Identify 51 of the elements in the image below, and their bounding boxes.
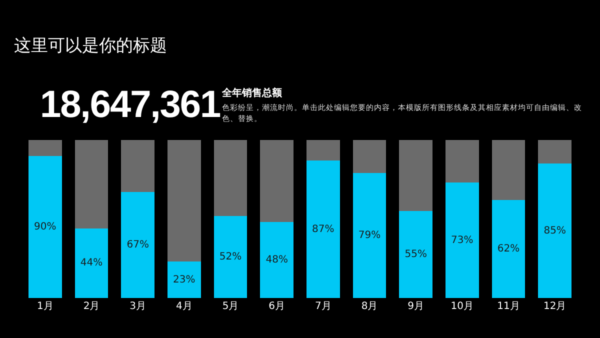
data-label: 67% — [126, 240, 149, 251]
bar — [399, 140, 433, 212]
bar — [538, 140, 572, 164]
bar — [74, 140, 108, 228]
bar — [492, 200, 526, 298]
data-label: 23% — [173, 274, 196, 286]
bar — [214, 140, 248, 216]
bar — [399, 211, 433, 298]
bar — [306, 160, 340, 298]
data-label: 90% — [34, 221, 56, 232]
bar — [28, 156, 62, 298]
data-label: 87% — [312, 224, 334, 235]
bar — [260, 222, 294, 298]
bar — [445, 182, 479, 298]
x-tick-label: 12月 — [543, 301, 566, 312]
data-label: 55% — [404, 249, 427, 260]
bar — [260, 140, 294, 222]
text: 全年销售总额 — [222, 86, 282, 100]
bar — [538, 164, 572, 298]
x-tick-label: 1月 — [36, 301, 54, 312]
x-tick-label: 5月 — [222, 301, 239, 312]
bar — [352, 140, 386, 174]
data-label: 73% — [451, 234, 474, 246]
x-tick-label: 3月 — [130, 301, 146, 312]
bar — [306, 140, 340, 161]
bar — [121, 140, 155, 192]
x-tick-label: 7月 — [314, 301, 332, 312]
bar — [121, 192, 155, 298]
data-label: 85% — [544, 225, 566, 236]
chart-title: 这里可以是你的标题 — [14, 35, 167, 57]
data-label: 79% — [358, 230, 381, 242]
x-tick-label: 10月 — [450, 301, 474, 312]
x-tick-label: 6月 — [268, 301, 286, 312]
bar — [352, 173, 386, 298]
bar — [167, 140, 201, 262]
text: 18,647,361 — [40, 84, 220, 127]
bar — [28, 140, 62, 156]
x-tick-label: 8月 — [361, 301, 378, 312]
data-label: 52% — [219, 251, 242, 262]
bar — [167, 262, 201, 298]
x-tick-label: 4月 — [176, 301, 192, 312]
x-tick-label: 11月 — [497, 301, 520, 312]
bar — [74, 228, 108, 298]
bar — [445, 140, 479, 183]
data-label: 48% — [266, 254, 288, 266]
x-tick-label: 2月 — [83, 301, 100, 312]
x-tick-label: 9月 — [408, 301, 424, 312]
bar — [492, 140, 526, 200]
data-label: 62% — [497, 244, 520, 255]
data-label: 44% — [80, 258, 103, 269]
bar — [214, 216, 248, 298]
